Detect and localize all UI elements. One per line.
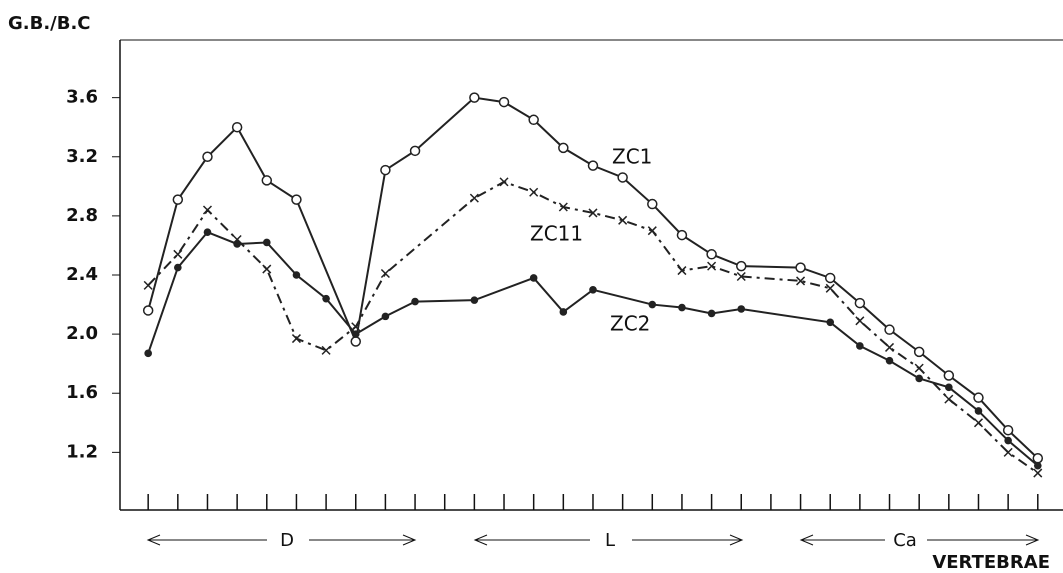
series-label: ZC1 (612, 145, 652, 169)
series-line (148, 182, 1038, 473)
point (648, 200, 657, 209)
point (855, 299, 864, 308)
point (648, 301, 656, 309)
point (263, 265, 271, 273)
point (677, 231, 686, 240)
point (1004, 426, 1013, 435)
point (174, 250, 182, 258)
point (826, 318, 834, 326)
point (144, 306, 153, 315)
point (915, 347, 924, 356)
point (1004, 448, 1012, 456)
point (856, 317, 864, 325)
point (1034, 462, 1042, 470)
point (411, 146, 420, 155)
point (381, 166, 390, 175)
point (974, 393, 983, 402)
point (529, 115, 538, 124)
point (886, 343, 894, 351)
point (1004, 437, 1012, 445)
y-tick-label: 3.2 (66, 146, 98, 167)
point (796, 263, 805, 272)
point (411, 298, 419, 306)
point (708, 310, 716, 318)
point (262, 176, 271, 185)
series-line (148, 232, 1038, 466)
point (352, 330, 360, 338)
point (500, 98, 509, 107)
point (293, 271, 301, 279)
point (588, 161, 597, 170)
series-label: ZC11 (530, 222, 583, 246)
y-tick-label: 1.2 (66, 441, 98, 462)
point (470, 93, 479, 102)
point (233, 123, 242, 132)
point (203, 206, 211, 214)
point (322, 295, 330, 303)
point (589, 286, 597, 294)
chart: G.B./B.C VERTEBRAE 1.2 1.6 2.0 2.4 2.8 3.2 3.6… (0, 0, 1063, 573)
point (707, 250, 716, 259)
point (945, 384, 953, 392)
point (500, 178, 508, 186)
x-axis-label: VERTEBRAE (932, 552, 1050, 573)
group-label: D (280, 530, 294, 551)
y-axis-label: G.B./B.C (8, 13, 91, 34)
point (560, 308, 568, 316)
point (678, 304, 686, 312)
point (351, 337, 360, 346)
point (915, 364, 923, 372)
point (174, 264, 182, 272)
group-label: L (605, 530, 615, 551)
point (885, 325, 894, 334)
point (322, 346, 330, 354)
point (263, 239, 271, 247)
point (233, 240, 241, 248)
point (470, 194, 478, 202)
point (1034, 469, 1042, 477)
point (737, 305, 745, 313)
point (945, 395, 953, 403)
y-tick-label: 2.4 (66, 264, 98, 285)
point (471, 296, 479, 304)
point (1033, 454, 1042, 463)
group-label: Ca (893, 530, 917, 551)
point (144, 350, 152, 358)
series-line (148, 98, 1038, 459)
point (203, 152, 212, 161)
y-tick-label: 2.0 (66, 323, 98, 344)
point (737, 262, 746, 271)
point (944, 371, 953, 380)
point (974, 419, 982, 427)
y-tick-label: 2.8 (66, 205, 98, 226)
point (530, 274, 538, 282)
point (618, 173, 627, 182)
point (530, 188, 538, 196)
point (559, 143, 568, 152)
point (381, 270, 389, 278)
point (292, 195, 301, 204)
point (826, 273, 835, 282)
point (204, 228, 212, 236)
point (975, 407, 983, 415)
point (382, 313, 390, 321)
point (144, 281, 152, 289)
point (292, 335, 300, 343)
y-tick-label: 3.6 (66, 87, 98, 108)
point (886, 357, 894, 365)
point (173, 195, 182, 204)
point (856, 342, 864, 350)
y-tick-label: 1.6 (66, 382, 98, 403)
series-label: ZC2 (610, 312, 650, 336)
point (915, 375, 923, 383)
